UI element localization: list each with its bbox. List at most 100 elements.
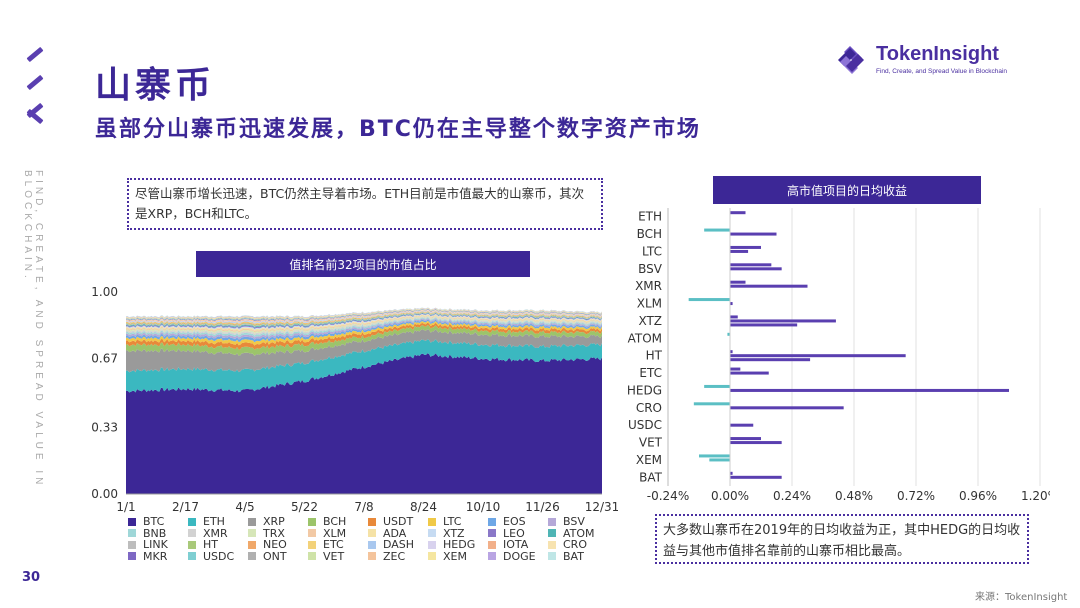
area-x-tick: 10/10 <box>466 500 501 514</box>
legend-item: BNB <box>128 526 188 540</box>
bar-category-label: ETC <box>639 366 662 380</box>
legend-label: XLM <box>323 526 347 540</box>
legend-label: DOGE <box>503 549 536 563</box>
legend-swatch <box>548 540 556 549</box>
return-bar <box>730 315 738 319</box>
logo-tagline: Find, Create, and Spread Value in Blockc… <box>876 68 1008 75</box>
bch-area <box>126 325 602 356</box>
return-bar <box>730 211 746 215</box>
legend-swatch <box>548 552 556 561</box>
legend-item: DASH <box>368 539 428 551</box>
area-y-tick: 0.67 <box>91 352 118 366</box>
altcoin-area <box>126 317 602 338</box>
legend-swatch <box>548 529 556 538</box>
area-chart-title: 值排名前32项目的市值占比 <box>196 251 530 277</box>
legend-label: HEDG <box>443 538 476 551</box>
legend-item: ADA <box>368 526 428 540</box>
legend-swatch <box>548 517 556 526</box>
legend-label: LTC <box>443 515 462 528</box>
legend-label: BAT <box>563 549 584 563</box>
legend-label: ETH <box>203 515 225 528</box>
legend-label: BCH <box>323 515 347 528</box>
legend-swatch <box>428 529 436 538</box>
bar-category-label: HT <box>646 349 663 363</box>
legend-item: BTC <box>128 516 188 528</box>
return-bar <box>730 367 741 371</box>
return-bar <box>730 423 754 427</box>
legend-item: ZEC <box>368 549 428 563</box>
bar-category-label: VET <box>639 436 663 450</box>
bar-category-label: BAT <box>639 470 663 484</box>
legend-item: USDT <box>368 516 428 528</box>
bar-x-tick: 0.24% <box>773 489 811 503</box>
legend-label: ETC <box>323 538 344 551</box>
return-bar <box>730 388 1009 392</box>
legend-swatch <box>248 552 256 561</box>
legend-swatch <box>188 517 196 526</box>
legend-label: BSV <box>563 515 585 528</box>
legend-label: BNB <box>143 526 167 540</box>
legend-label: LEO <box>503 526 525 540</box>
legend-item: BSV <box>548 516 608 528</box>
bar-category-label: BSV <box>638 262 663 276</box>
legend-item: EOS <box>488 516 548 528</box>
legend-item: XMR <box>188 527 248 540</box>
legend-item: XRP <box>248 516 308 528</box>
return-bar <box>730 471 733 475</box>
legend-swatch <box>128 540 136 549</box>
area-x-tick: 12/31 <box>585 500 618 514</box>
legend-label: HT <box>203 538 218 551</box>
legend-item: HEDG <box>428 539 488 551</box>
legend-item: BAT <box>548 549 608 563</box>
legend-swatch <box>248 540 256 549</box>
side-slogan: FIND, CREATE, AND SPREAD VALUE IN BLOCKC… <box>22 170 44 489</box>
legend-swatch <box>428 540 436 549</box>
legend-label: ONT <box>263 549 287 563</box>
legend-item: ETH <box>188 516 248 528</box>
area-y-tick: 0.00 <box>91 487 118 501</box>
legend-swatch <box>368 529 376 538</box>
return-bar <box>727 332 730 336</box>
legend-swatch <box>128 529 136 538</box>
return-bar <box>730 441 782 445</box>
return-bar <box>699 454 730 458</box>
legend-item: LINK <box>128 539 188 551</box>
return-bar <box>688 298 730 302</box>
legend-label: LINK <box>143 538 168 551</box>
return-bar <box>730 302 733 306</box>
area-y-tick: 1.00 <box>91 285 118 299</box>
bar-category-label: XMR <box>635 279 662 293</box>
legend-item: NEO <box>248 539 308 551</box>
return-bar <box>693 402 730 406</box>
decor-chevron-1 <box>26 46 44 63</box>
legend-item: LEO <box>488 526 548 540</box>
return-bar <box>730 475 782 479</box>
legend-item: IOTA <box>488 539 548 551</box>
area-x-tick: 1/1 <box>116 500 135 514</box>
legend-label: CRO <box>563 538 587 551</box>
area-x-tick: 5/22 <box>291 500 318 514</box>
bar-category-label: XTZ <box>638 314 662 328</box>
legend-item: XEM <box>428 550 488 563</box>
btc-area <box>126 353 602 494</box>
decor-chevron-2 <box>26 74 44 91</box>
altcoin-area <box>126 322 602 350</box>
legend-item: MKR <box>128 550 188 563</box>
legend-label: ZEC <box>383 549 406 563</box>
legend-item: LTC <box>428 516 488 528</box>
legend-swatch <box>128 552 136 561</box>
legend-swatch <box>188 552 196 561</box>
page-number: 30 <box>22 570 41 585</box>
legend-swatch <box>428 517 436 526</box>
legend-label: EOS <box>503 515 526 528</box>
legend-label: VET <box>323 549 345 563</box>
legend-swatch <box>248 529 256 538</box>
return-bar <box>730 319 836 323</box>
legend-item: XTZ <box>428 527 488 540</box>
legend-swatch <box>488 529 496 538</box>
legend-swatch <box>248 517 256 526</box>
area-x-tick: 4/5 <box>235 500 254 514</box>
source-note: 来源：TokenInsight <box>975 592 1068 603</box>
legend-label: ADA <box>383 526 407 540</box>
bar-chart-title: 高市值项目的日均收益 <box>713 176 981 204</box>
